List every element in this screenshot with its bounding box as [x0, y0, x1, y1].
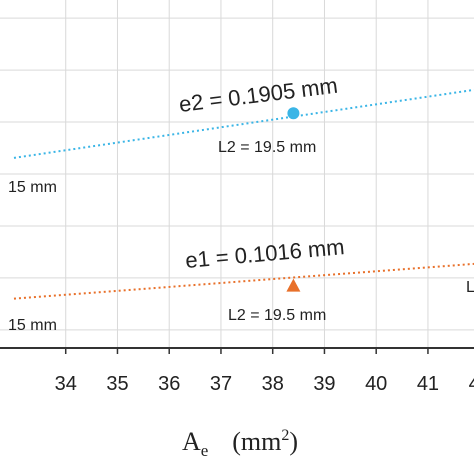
x-tick-label: 41: [417, 373, 439, 395]
x-tick-label: 40: [365, 373, 387, 395]
x-label-close: ): [289, 427, 298, 456]
plot: [13, 88, 474, 300]
series-line: [13, 262, 474, 300]
x-label-main: A: [182, 427, 201, 456]
point: [286, 278, 301, 292]
grid: [0, 0, 474, 348]
x-label-sup: 2: [281, 427, 289, 444]
x-tick-label: 37: [210, 373, 232, 395]
x-tick-label: 42: [469, 373, 474, 395]
x-tick-label: 34: [55, 373, 77, 395]
x-tick-label: 38: [262, 373, 284, 395]
x-label-unit: (mm: [232, 427, 281, 456]
annotation: e1 = 0.1016 mm: [184, 234, 345, 273]
x-label-sub: e: [201, 441, 209, 460]
x-axis-label: Ae (mm2): [182, 427, 298, 460]
point: [287, 107, 300, 120]
annotation: e2 = 0.1905 mm: [178, 73, 339, 117]
annotation: L2 = 19.5 mm: [228, 307, 326, 324]
annotation: L: [466, 279, 474, 296]
annotation: 15 mm: [8, 317, 57, 334]
x-tick-label: 39: [313, 373, 335, 395]
x-tick-label: 36: [158, 373, 180, 395]
annotation: 15 mm: [8, 179, 57, 196]
annotation: L2 = 19.5 mm: [218, 139, 316, 156]
x-tick-label: 35: [106, 373, 128, 395]
